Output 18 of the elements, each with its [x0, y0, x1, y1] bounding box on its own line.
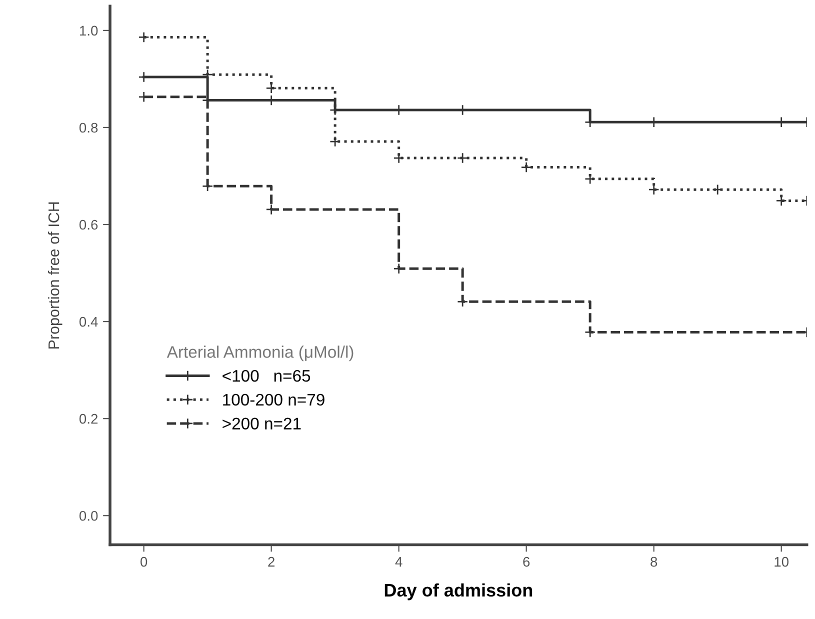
- x-tick-label: 8: [650, 556, 658, 567]
- y-tick-label: 0.4: [79, 316, 98, 327]
- x-axis-title: Day of admission: [384, 583, 532, 600]
- x-tick-label: 6: [523, 556, 530, 567]
- legend-label: <100 n=65: [222, 370, 310, 382]
- y-tick-label: 1.0: [80, 26, 98, 36]
- legend-label: >200 n=21: [222, 418, 301, 430]
- legend-title: Arterial Ammonia (μMol/l): [166, 346, 354, 362]
- legend-label: 100-200 n=79: [223, 394, 324, 406]
- x-tick-label: 0: [140, 556, 148, 567]
- x-tick-label: 4: [395, 557, 402, 567]
- y-tick-label: 0.8: [79, 122, 98, 133]
- y-tick-label: 0.2: [79, 414, 98, 424]
- y-tick-label: 0.6: [79, 220, 98, 230]
- y-tick-label: 0.0: [79, 510, 98, 521]
- x-tick-label: 2: [268, 556, 274, 567]
- x-tick-label: 10: [774, 556, 789, 567]
- y-axis-title: Proportion free of ICH: [48, 202, 62, 348]
